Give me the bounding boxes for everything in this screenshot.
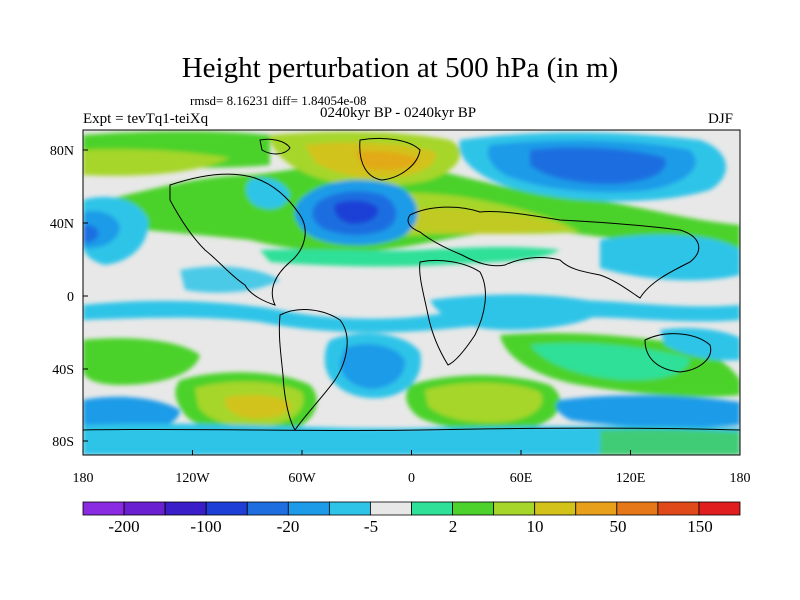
colorbar-swatch bbox=[328, 501, 371, 516]
rmsd-stats: rmsd= 8.16231 diff= 1.84054e-08 bbox=[190, 93, 367, 108]
colorbar-swatch bbox=[82, 501, 125, 516]
colorbar-swatch bbox=[205, 501, 248, 516]
colorbar-swatch bbox=[164, 501, 207, 516]
lon-tick-label: 60W bbox=[288, 471, 316, 486]
lat-tick-label: 80N bbox=[50, 144, 74, 159]
lon-tick-label: 180 bbox=[730, 471, 751, 486]
colorbar-label: 50 bbox=[610, 517, 627, 536]
lat-tick-label: 40N bbox=[50, 217, 74, 232]
colorbar-label: -100 bbox=[190, 517, 221, 536]
coastlines bbox=[83, 137, 740, 432]
colorbar-swatch bbox=[123, 501, 166, 516]
map-title: Height perturbation at 500 hPa (in m) bbox=[181, 52, 619, 84]
colorbar-label: 2 bbox=[449, 517, 458, 536]
season-label: DJF bbox=[708, 111, 734, 127]
colorbar-swatch bbox=[534, 501, 577, 516]
colorbar-swatch bbox=[287, 501, 330, 516]
colorbar-swatch bbox=[616, 501, 659, 516]
colorbar-swatch bbox=[411, 501, 453, 516]
lon-axis: 180 120W 60W 0 60E 120E 180 bbox=[73, 450, 751, 486]
colorbar-swatch bbox=[246, 501, 289, 516]
colorbar-swatch bbox=[657, 501, 700, 516]
colorbar-swatch bbox=[452, 501, 495, 516]
colorbar-swatch bbox=[698, 501, 741, 516]
lon-tick-label: 120W bbox=[175, 471, 210, 486]
colorbar-swatch bbox=[370, 501, 412, 516]
colorbar-swatch bbox=[493, 501, 536, 516]
colorbar-label: 10 bbox=[527, 517, 544, 536]
colorbar bbox=[82, 501, 741, 516]
lat-axis: 80N 40N 0 40S 80S bbox=[50, 144, 88, 450]
colorbar-label: -20 bbox=[277, 517, 300, 536]
lat-tick-label: 0 bbox=[67, 290, 74, 305]
colorbar-label: 150 bbox=[687, 517, 713, 536]
lon-tick-label: 120E bbox=[616, 471, 646, 486]
colorbar-swatch bbox=[575, 501, 618, 516]
colorbar-label: -5 bbox=[364, 517, 378, 536]
lon-tick-label: 180 bbox=[73, 471, 94, 486]
lon-tick-label: 0 bbox=[408, 471, 415, 486]
period-label: 0240kyr BP - 0240kyr BP bbox=[320, 105, 477, 121]
height-perturbation-field bbox=[83, 130, 740, 455]
colorbar-labels: -200 -100 -20 -5 2 10 50 150 bbox=[108, 517, 712, 536]
colorbar-label: -200 bbox=[108, 517, 139, 536]
lon-tick-label: 60E bbox=[510, 471, 533, 486]
experiment-label: Expt = tevTq1-teiXq bbox=[83, 111, 209, 127]
lat-tick-label: 40S bbox=[52, 363, 74, 378]
lat-tick-label: 80S bbox=[52, 435, 74, 450]
